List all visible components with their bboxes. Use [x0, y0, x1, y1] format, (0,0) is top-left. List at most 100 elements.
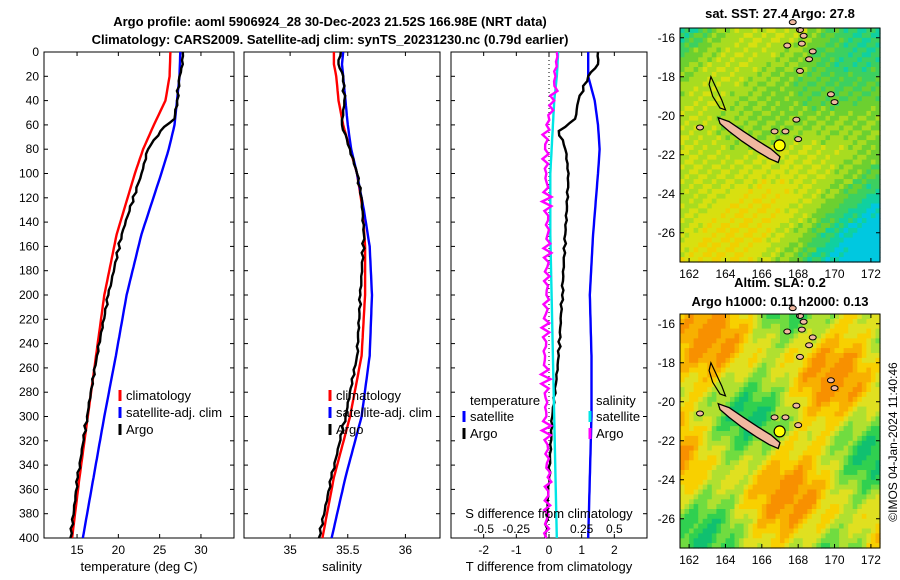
map-cell	[852, 513, 858, 520]
map-cell	[711, 333, 717, 339]
map-cell	[825, 213, 831, 219]
map-cell	[770, 543, 776, 549]
map-cell	[857, 362, 863, 369]
map-cell	[716, 348, 722, 354]
map-cell	[739, 338, 745, 344]
map-cell	[793, 504, 799, 510]
map-cell	[766, 237, 772, 244]
map-cell	[843, 533, 849, 539]
map-cell	[830, 62, 836, 68]
map-cell	[702, 232, 708, 239]
map-cell	[866, 426, 872, 432]
map-cell	[711, 416, 717, 422]
map-cell	[730, 184, 736, 190]
map-cell	[689, 227, 695, 234]
map-cell	[702, 208, 708, 214]
map-cell	[761, 523, 767, 530]
map-cell	[716, 184, 722, 190]
map-cell	[716, 125, 722, 131]
series-line-satellite-adj-clim	[330, 51, 374, 539]
map-cell	[793, 120, 799, 127]
y-tick-label: -26	[658, 226, 676, 240]
map-cell	[698, 528, 704, 534]
map-cell	[716, 382, 722, 388]
map-cell	[770, 538, 776, 544]
map-cell	[775, 435, 781, 442]
map-cell	[852, 382, 858, 388]
map-cell	[811, 81, 817, 88]
map-cell	[834, 460, 840, 466]
map-cell	[820, 227, 826, 234]
map-cell	[684, 188, 690, 195]
map-cell	[689, 169, 695, 175]
map-cell	[870, 106, 876, 112]
map-cell	[798, 101, 804, 107]
map-cell	[702, 416, 708, 422]
map-cell	[716, 169, 722, 175]
map-cell	[698, 198, 704, 205]
map-cell	[866, 76, 872, 83]
map-cell	[857, 411, 863, 417]
map-cell	[711, 149, 717, 156]
map-cell	[680, 377, 686, 383]
map-cell	[870, 392, 876, 398]
map-cell	[789, 184, 795, 190]
map-cell	[834, 333, 840, 339]
map-cell	[861, 314, 867, 320]
map-cell	[689, 533, 695, 539]
map-cell	[861, 91, 867, 97]
map-cell	[852, 37, 858, 44]
map-cell	[680, 208, 686, 214]
map-cell	[861, 213, 867, 219]
map-cell	[739, 71, 745, 78]
map-cell	[807, 232, 813, 239]
map-cell	[861, 218, 867, 224]
map-cell	[780, 28, 786, 34]
map-cell	[870, 401, 876, 408]
map-cell	[770, 232, 776, 239]
map-cell	[802, 465, 808, 471]
map-cell	[743, 445, 749, 452]
map-cell	[684, 509, 690, 515]
map-cell	[720, 426, 726, 432]
map-cell	[711, 450, 717, 456]
map-cell	[684, 86, 690, 92]
map-cell	[725, 67, 731, 73]
map-cell	[830, 460, 836, 466]
map-cell	[825, 140, 831, 146]
map-cell	[816, 193, 822, 200]
map-cell	[684, 52, 690, 58]
map-cell	[843, 184, 849, 190]
map-cell	[770, 106, 776, 112]
map-cell	[857, 479, 863, 486]
map-cell	[789, 218, 795, 224]
map-cell	[680, 223, 686, 229]
map-cell	[711, 343, 717, 349]
map-cell	[775, 392, 781, 398]
map-cell	[789, 328, 795, 335]
map-cell	[839, 518, 845, 525]
map-cell	[798, 96, 804, 102]
map-cell	[725, 435, 731, 442]
map-cell	[802, 518, 808, 525]
map-cell	[720, 328, 726, 335]
map-cell	[843, 76, 849, 83]
map-cell	[843, 479, 849, 486]
x-tick-label: 15	[70, 543, 84, 557]
map-cell	[789, 86, 795, 92]
map-cell	[748, 353, 754, 359]
map-cell	[702, 362, 708, 369]
map-cell	[852, 232, 858, 239]
map-cell	[825, 499, 831, 505]
map-cell	[770, 479, 776, 486]
map-cell	[752, 343, 758, 349]
map-cell	[748, 120, 754, 127]
map-cell	[839, 431, 845, 437]
map-cell	[798, 362, 804, 369]
map-cell	[739, 81, 745, 88]
map-cell	[848, 120, 854, 127]
map-cell	[839, 543, 845, 549]
map-cell	[861, 396, 867, 403]
map-frame	[679, 27, 881, 263]
